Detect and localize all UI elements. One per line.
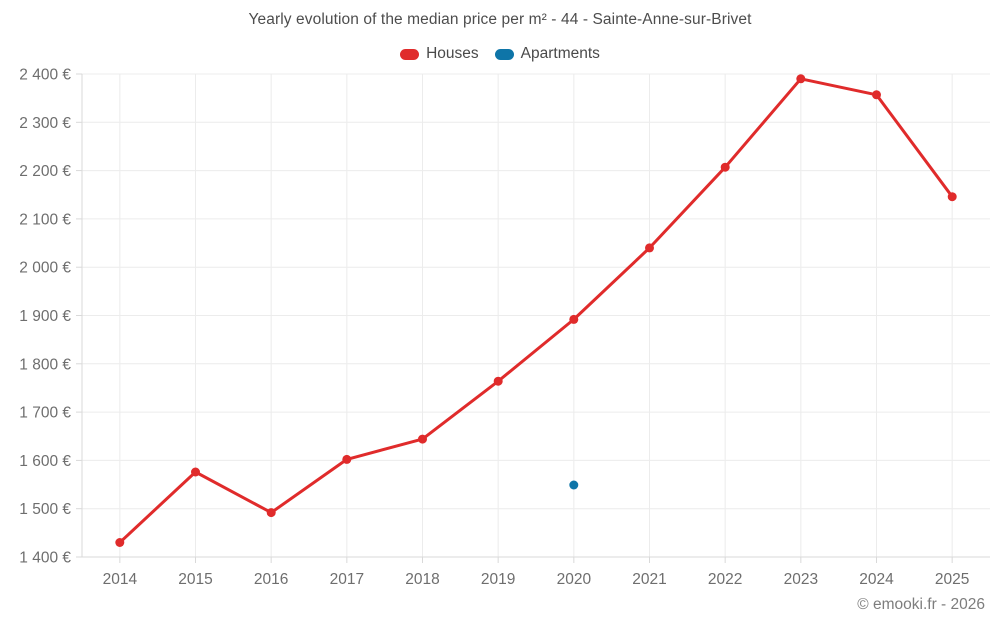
x-axis-label: 2019 — [481, 571, 515, 588]
x-axis-label: 2020 — [557, 571, 592, 588]
y-axis-label: 1 600 € — [19, 453, 71, 470]
x-axis-label: 2024 — [859, 571, 894, 588]
y-axis-label: 1 500 € — [19, 501, 71, 518]
x-axis-label: 2017 — [330, 571, 364, 588]
houses-point-2018[interactable] — [418, 434, 427, 444]
houses-point-2024[interactable] — [872, 90, 881, 100]
y-axis-label: 2 100 € — [19, 211, 71, 228]
legend: Houses Apartments — [0, 45, 1000, 63]
legend-label-houses: Houses — [426, 45, 479, 62]
houses-point-2014[interactable] — [115, 538, 125, 547]
y-axis-label: 2 000 € — [19, 260, 71, 277]
apartments-point-2020[interactable] — [569, 480, 579, 490]
houses-point-2025[interactable] — [947, 192, 957, 202]
houses-point-2023[interactable] — [796, 74, 806, 84]
y-axis-label: 1 700 € — [19, 405, 71, 422]
x-axis-label: 2023 — [784, 571, 818, 588]
x-axis-label: 2025 — [935, 571, 969, 588]
y-axis-label: 1 800 € — [19, 356, 71, 373]
x-axis-label: 2018 — [405, 571, 439, 588]
y-axis-label: 2 300 € — [19, 115, 71, 132]
x-axis-label: 2014 — [103, 571, 138, 588]
y-axis-label: 2 200 € — [19, 163, 71, 180]
x-axis-label: 2016 — [254, 571, 288, 588]
apartments-series-swatch-icon — [494, 48, 514, 60]
x-axis-label: 2022 — [708, 571, 742, 588]
copyright-text: © emooki.fr - 2026 — [857, 596, 985, 613]
houses-point-2019[interactable] — [493, 376, 503, 386]
legend-item-houses[interactable]: Houses — [400, 45, 479, 63]
houses-point-2020[interactable] — [569, 314, 579, 324]
x-axis-label: 2015 — [178, 571, 212, 588]
y-axis-label: 1 900 € — [19, 308, 71, 325]
legend-item-apartments[interactable]: Apartments — [494, 45, 600, 63]
y-axis-label: 2 400 € — [19, 67, 71, 84]
x-axis-label: 2021 — [632, 571, 666, 588]
houses-line — [118, 77, 954, 544]
y-axis-label: 1 400 € — [19, 550, 71, 567]
houses-series-swatch-icon — [400, 48, 420, 60]
houses-point-2015[interactable] — [191, 467, 200, 477]
legend-label-apartments: Apartments — [520, 45, 600, 62]
houses-point-2017[interactable] — [342, 454, 352, 464]
houses-point-2016[interactable] — [266, 508, 276, 518]
houses-point-2021[interactable] — [645, 243, 654, 253]
houses-point-2022[interactable] — [720, 162, 730, 172]
chart-title: Yearly evolution of the median price per… — [248, 11, 752, 28]
